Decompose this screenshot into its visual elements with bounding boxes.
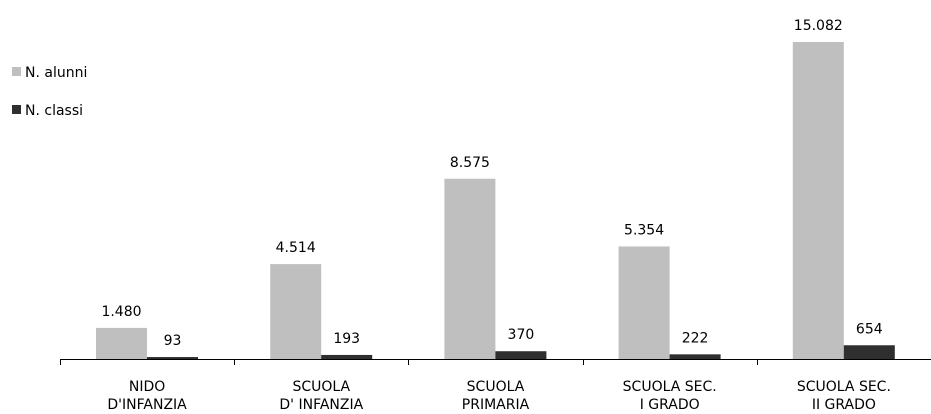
bar-alunni — [792, 42, 844, 359]
legend-label: N. classi — [25, 103, 83, 119]
bars — [96, 42, 895, 359]
bar-alunni — [618, 246, 670, 359]
data-label: 4.514 — [276, 240, 316, 256]
data-label: 1.480 — [101, 304, 141, 320]
bar-alunni — [444, 178, 496, 359]
data-label: 5.354 — [624, 222, 664, 238]
data-label: 222 — [682, 330, 709, 346]
bar-classi — [147, 357, 198, 359]
legend: N. alunni N. classi — [12, 65, 87, 119]
data-label: 8.575 — [450, 155, 490, 171]
category-labels: NIDO D'INFANZIA SCUOLA D' INFANZIA SCUOLA PRI… — [107, 379, 891, 413]
legend-swatch — [12, 67, 21, 76]
category-label: NIDO D'INFANZIA — [107, 379, 187, 413]
bar-alunni — [270, 264, 322, 359]
category-label: SCUOLA PRIMARIA — [462, 379, 530, 413]
data-label: 93 — [164, 333, 182, 349]
x-ticks — [60, 359, 758, 365]
value-labels: 1.480 4.514 8.575 5.354 15.082 93 193 370 222 654 — [101, 18, 882, 349]
data-label: 370 — [508, 327, 535, 343]
data-label: 15.082 — [794, 18, 843, 34]
bar-alunni — [96, 327, 147, 359]
legend-label: N. alunni — [25, 65, 87, 81]
bar-classi — [321, 354, 373, 359]
bar-classi — [843, 345, 895, 359]
data-label: 193 — [333, 331, 360, 347]
category-label: SCUOLA SEC. II GRADO — [797, 379, 891, 413]
category-label: SCUOLA SEC. I GRADO — [623, 379, 717, 413]
data-label: 654 — [856, 321, 883, 337]
bar-classi — [495, 351, 547, 359]
category-label: SCUOLA D' INFANZIA — [279, 379, 363, 413]
legend-swatch — [12, 105, 21, 114]
bar-classi — [669, 354, 721, 359]
